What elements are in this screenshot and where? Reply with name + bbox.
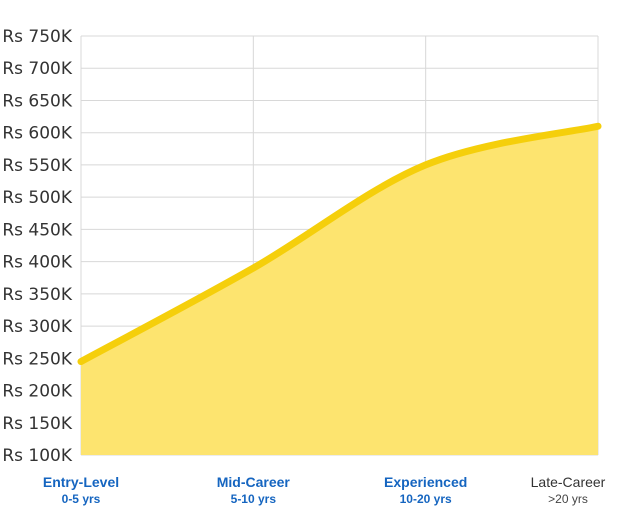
series-line	[77, 122, 602, 366]
y-tick-label: Rs 550K	[2, 156, 73, 176]
career-stage-label: Late-Career	[530, 474, 606, 490]
y-tick-label: Rs 100K	[2, 446, 73, 466]
y-tick-label: Rs 650K	[2, 91, 73, 111]
x-category-label: Late-Career >20 yrs	[498, 474, 631, 507]
y-tick-label: Rs 350K	[2, 285, 73, 305]
y-tick-label: Rs 500K	[2, 188, 73, 208]
experience-years-label: 0-5 yrs	[61, 492, 101, 506]
y-tick-label: Rs 700K	[2, 59, 73, 79]
y-tick-label: Rs 400K	[2, 253, 73, 273]
experience-years-label: 5-10 yrs	[230, 492, 277, 506]
experience-years-label: 10-20 yrs	[399, 492, 452, 506]
y-tick-label: Rs 250K	[2, 349, 73, 369]
x-category-label: Experienced 10-20 yrs	[351, 474, 501, 507]
experience-years-label: >20 yrs	[548, 492, 588, 506]
career-stage-label: Mid-Career	[216, 474, 290, 490]
career-stage-label: Experienced	[384, 474, 468, 490]
y-tick-label: Rs 750K	[2, 27, 73, 47]
y-tick-label: Rs 200K	[2, 382, 73, 402]
y-tick-label: Rs 450K	[2, 220, 73, 240]
x-category-label: Mid-Career 5-10 yrs	[178, 474, 328, 507]
y-tick-label: Rs 600K	[2, 124, 73, 144]
x-category-label: Entry-Level 0-5 yrs	[6, 474, 156, 507]
y-tick-label: Rs 150K	[2, 414, 73, 434]
series-area	[81, 126, 598, 455]
y-tick-label: Rs 300K	[2, 317, 73, 337]
career-stage-label: Entry-Level	[42, 474, 120, 490]
